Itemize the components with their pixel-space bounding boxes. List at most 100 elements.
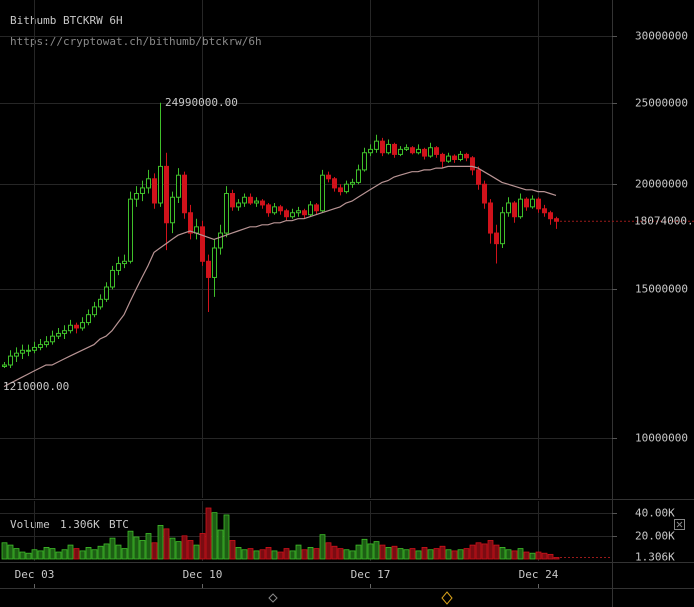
volume-bar	[325, 542, 332, 560]
volume-bar	[55, 551, 62, 560]
x-tick-label: Dec 24	[519, 568, 559, 581]
candle-body	[80, 322, 85, 329]
volume-bar	[301, 549, 308, 560]
x-tick-label: Dec 10	[183, 568, 223, 581]
candle-body	[242, 196, 247, 204]
volume-bar	[535, 551, 542, 560]
volume-bar	[25, 552, 32, 560]
candle-body	[98, 298, 103, 308]
volume-bar	[337, 548, 344, 560]
candle-body	[230, 192, 235, 208]
volume-bar	[265, 547, 272, 560]
volume-bar	[169, 537, 176, 560]
volume-bar	[205, 507, 212, 560]
volume-bar	[43, 547, 50, 560]
volume-bar	[271, 550, 278, 560]
volume-bar	[109, 537, 116, 560]
candle-body	[134, 192, 139, 200]
candle-body	[158, 165, 163, 204]
volume-bar	[511, 550, 518, 560]
volume-bar	[409, 548, 416, 560]
volume-bar	[523, 551, 530, 560]
candle-body	[224, 192, 229, 234]
candle-body	[260, 200, 265, 206]
candle-body	[254, 200, 259, 204]
candle-body	[368, 148, 373, 154]
y-tick-label: 20000000	[635, 178, 688, 191]
volume-bar	[415, 550, 422, 560]
volume-bar	[331, 545, 338, 560]
volume-bar	[475, 542, 482, 560]
candle-body	[380, 140, 385, 154]
chart-title: Bithumb BTCKRW 6H	[10, 14, 123, 27]
volume-bar	[367, 543, 374, 560]
volume-bar	[1, 542, 8, 560]
nav-diamond[interactable]	[268, 593, 278, 603]
volume-bar	[139, 540, 146, 560]
candle-body	[74, 324, 79, 329]
volume-bar	[91, 549, 98, 560]
candle-body	[482, 183, 487, 204]
volume-tick-label: 40.00K	[635, 507, 675, 520]
candle-body	[428, 147, 433, 157]
volume-bar	[487, 540, 494, 560]
candle-body	[2, 364, 7, 367]
candle-body	[362, 152, 367, 171]
candle-body	[302, 210, 307, 216]
max-annotation: 24990000.00	[165, 96, 238, 109]
candle-body	[284, 210, 289, 218]
volume-bar	[445, 549, 452, 560]
volume-bar	[307, 547, 314, 560]
moving-average	[3, 165, 557, 388]
volume-bar	[469, 544, 476, 560]
candle-body	[320, 174, 325, 212]
close-button[interactable]	[674, 519, 685, 530]
volume-bar	[127, 530, 134, 560]
candle-body	[488, 202, 493, 234]
volume-bar	[97, 545, 104, 560]
volume-bar	[19, 551, 26, 560]
volume-bar	[187, 540, 194, 560]
close-icon	[676, 521, 683, 528]
volume-bar	[73, 548, 80, 560]
volume-bar	[499, 547, 506, 560]
volume-bar	[217, 529, 224, 560]
volume-bar	[385, 547, 392, 560]
volume-unit: BTC	[109, 518, 129, 531]
nav-diamond[interactable]	[441, 591, 453, 605]
candle-body	[92, 306, 97, 316]
candle-body	[332, 178, 337, 189]
candle-body	[446, 155, 451, 162]
candle-body	[104, 286, 109, 300]
y-tick-label: 25000000	[635, 97, 688, 110]
volume-bar	[133, 536, 140, 560]
volume-bar	[373, 541, 380, 560]
volume-bar	[235, 547, 242, 560]
volume-bar	[457, 549, 464, 560]
volume-bar	[553, 557, 560, 560]
candle-body	[44, 341, 49, 346]
volume-bar	[49, 548, 56, 560]
volume-bar	[103, 543, 110, 560]
candle-body	[248, 196, 253, 204]
candle-body	[26, 349, 31, 352]
volume-bar	[151, 542, 158, 560]
candle-body	[452, 155, 457, 160]
candle-body	[398, 148, 403, 155]
volume-bar	[229, 540, 236, 560]
volume-bar	[199, 533, 206, 560]
candle-body	[182, 174, 187, 214]
candle-body	[458, 153, 463, 160]
candle-body	[506, 202, 511, 214]
candle-body	[50, 335, 55, 343]
candle-body	[194, 226, 199, 234]
volume-bar	[343, 549, 350, 560]
candle-body	[308, 204, 313, 216]
volume-bar	[403, 549, 410, 560]
candle-body	[392, 143, 397, 155]
volume-bar	[361, 538, 368, 560]
candle-body	[200, 226, 205, 262]
volume-bar	[175, 541, 182, 560]
candle-body	[110, 269, 115, 288]
